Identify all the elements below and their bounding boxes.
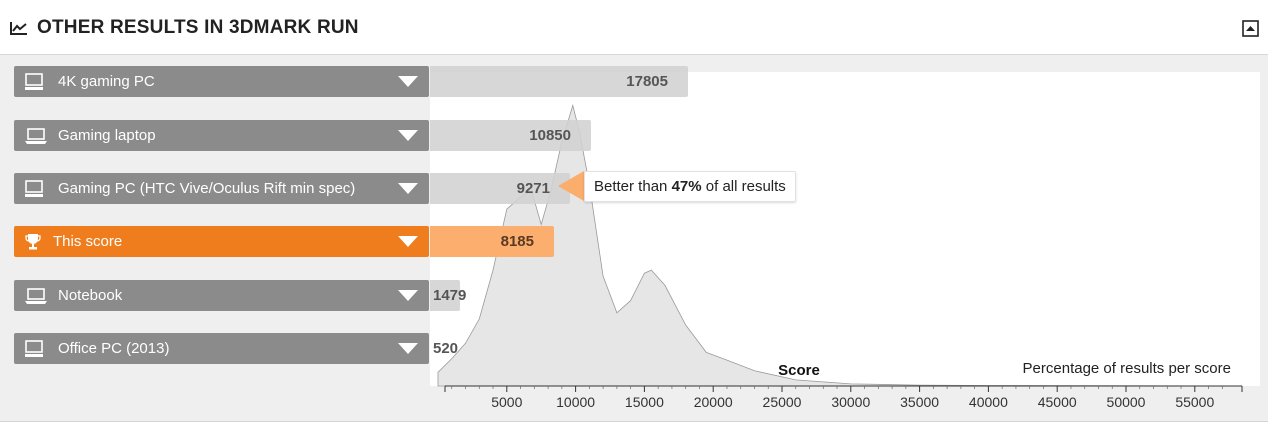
laptop-icon	[25, 128, 47, 144]
score-value: 8185	[500, 233, 534, 250]
score-value: 1479	[433, 287, 467, 304]
row-selector-4k-gaming-pc[interactable]: 4K gaming PC	[14, 66, 429, 97]
row-label: Notebook	[58, 287, 123, 304]
x-tick-label: 55000	[1175, 394, 1214, 410]
distribution-area	[437, 103, 1237, 387]
row-selector-office-pc-2013[interactable]: Office PC (2013)	[14, 333, 429, 364]
collapse-up-icon[interactable]	[1242, 20, 1259, 37]
x-tick-label: 20000	[694, 394, 733, 410]
x-tick-label: 5000	[491, 394, 522, 410]
chevron-down-icon[interactable]	[398, 76, 418, 88]
chevron-down-icon[interactable]	[398, 290, 418, 302]
score-value: 520	[433, 340, 459, 357]
score-distribution-chart: 5000 10000 15000 20000 25000 30000 35000 40000 4…	[437, 103, 1243, 410]
chevron-down-icon[interactable]	[398, 183, 418, 195]
score-bar: 520	[430, 333, 458, 364]
desktop-icon	[25, 180, 43, 197]
row-label: Gaming laptop	[58, 127, 156, 144]
chevron-down-icon[interactable]	[398, 130, 418, 142]
callout-percent: 47%	[671, 178, 702, 195]
score-bar: 1479	[430, 280, 466, 311]
score-value: 17805	[626, 73, 668, 90]
row-selector-gaming-laptop[interactable]: Gaming laptop	[14, 120, 429, 151]
score-value: 10850	[529, 127, 571, 144]
chevron-down-icon[interactable]	[398, 343, 418, 355]
x-tick-label: 45000	[1038, 394, 1077, 410]
y-axis-label: Percentage of results per score	[1023, 360, 1231, 377]
panel-title: OTHER RESULTS IN 3DMARK RUN	[37, 17, 359, 38]
x-tick-label: 50000	[1107, 394, 1146, 410]
x-tick-label: 25000	[763, 394, 802, 410]
score-bar: 17805	[430, 66, 688, 97]
callout-text: Better than 47% of all results	[584, 171, 796, 202]
laptop-icon	[25, 288, 47, 304]
row-selector-this-score[interactable]: This score	[14, 226, 429, 257]
row-label: Gaming PC (HTC Vive/Oculus Rift min spec…	[58, 180, 356, 197]
row-selector-gaming-pc-vr-min-spec[interactable]: Gaming PC (HTC Vive/Oculus Rift min spec…	[14, 173, 429, 204]
callout-arrow	[558, 171, 584, 201]
x-axis-label: Score	[778, 362, 820, 379]
row-label: This score	[53, 233, 123, 250]
desktop-icon	[25, 340, 43, 357]
desktop-icon	[25, 73, 43, 90]
x-tick-label: 15000	[625, 394, 664, 410]
score-bar: 9271	[430, 173, 570, 204]
line-chart-icon	[10, 22, 27, 35]
x-tick-label: 10000	[556, 394, 595, 410]
callout-suffix: of all results	[701, 178, 786, 195]
row-selector-notebook[interactable]: Notebook	[14, 280, 429, 311]
callout-prefix: Better than	[594, 178, 672, 195]
score-value: 9271	[516, 180, 550, 197]
x-tick-label: 35000	[900, 394, 939, 410]
row-label: 4K gaming PC	[58, 73, 155, 90]
score-bar: 8185	[430, 226, 554, 257]
panel-header: OTHER RESULTS IN 3DMARK RUN	[0, 0, 1268, 55]
x-tick-label: 30000	[831, 394, 870, 410]
trophy-icon	[25, 234, 41, 250]
chevron-down-icon[interactable]	[398, 236, 418, 248]
x-tick-label: 40000	[969, 394, 1008, 410]
score-bar: 10850	[430, 120, 591, 151]
row-label: Office PC (2013)	[58, 340, 170, 357]
